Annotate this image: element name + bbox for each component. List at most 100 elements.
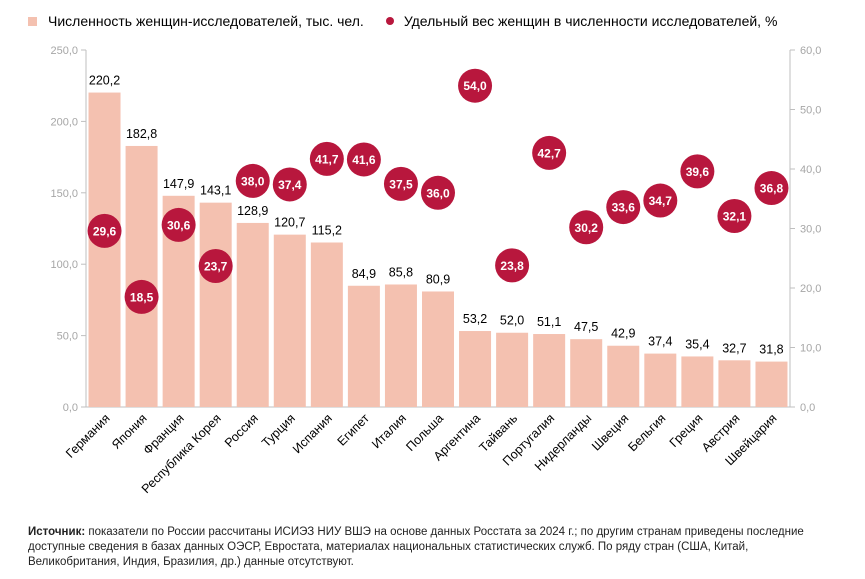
legend: Численность женщин-исследователей, тыс. … — [28, 13, 799, 29]
bar-value-label: 37,4 — [648, 335, 672, 349]
source-text: показатели по России рассчитаны ИСИЭЗ НИ… — [28, 526, 804, 568]
x-category-label: Германия — [63, 411, 113, 461]
y-left-tick-label: 0,0 — [63, 402, 78, 414]
bar — [755, 361, 788, 407]
y-right-tick-label: 40,0 — [800, 164, 821, 176]
percent-dot-label: 23,7 — [204, 259, 228, 273]
percent-dot-label: 30,6 — [167, 218, 191, 232]
percent-dot-label: 37,5 — [389, 177, 413, 191]
percent-dot — [272, 167, 307, 202]
percent-dot — [87, 213, 122, 248]
x-category-label: Испания — [290, 411, 335, 456]
y-left-tick-label: 150,0 — [50, 188, 78, 200]
percent-dot-label: 42,7 — [537, 146, 561, 160]
percent-dot-label: 32,1 — [723, 210, 747, 224]
bar — [496, 332, 529, 407]
y-right-tick-label: 50,0 — [800, 105, 821, 117]
bar-value-label: 147,9 — [163, 177, 194, 191]
bar-value-label: 80,9 — [426, 272, 450, 286]
percent-dot — [643, 183, 678, 218]
legend-item-bars: Численность женщин-исследователей, тыс. … — [28, 13, 364, 29]
y-right-tick-label: 60,0 — [800, 45, 821, 57]
bar-value-label: 84,9 — [352, 267, 376, 281]
combo-chart: 0,0 50,0 100,0 150,0 200,0 250,0 0,0 10,0 20,0 30… — [50, 45, 821, 496]
percent-dot-label: 36,0 — [426, 186, 450, 200]
y-right-tick-label: 30,0 — [800, 224, 821, 236]
percent-dot-label: 39,6 — [686, 165, 710, 179]
bar — [681, 356, 714, 407]
percent-dot — [458, 68, 493, 103]
percent-dot — [346, 142, 381, 177]
bar — [644, 353, 677, 407]
bar — [310, 242, 343, 407]
bar-value-label: 120,7 — [274, 216, 305, 230]
percent-dot — [235, 163, 270, 198]
bar — [199, 202, 232, 407]
x-category-label: Россия — [222, 411, 261, 450]
bar-value-label: 220,2 — [89, 74, 120, 88]
y-right-tick-label: 0,0 — [800, 402, 815, 414]
percent-dot-label: 18,5 — [130, 290, 154, 304]
bar — [347, 285, 380, 407]
percent-dot — [161, 207, 196, 242]
legend-bar-swatch — [28, 16, 37, 26]
bar-value-label: 115,2 — [312, 223, 342, 237]
percent-dot — [124, 279, 159, 314]
percent-dot — [309, 141, 344, 176]
percent-dot — [383, 166, 418, 201]
bar — [273, 234, 306, 407]
bar-value-label: 128,9 — [237, 204, 268, 218]
bar — [88, 92, 121, 408]
bar-value-label: 52,0 — [500, 314, 524, 328]
percent-dot — [569, 210, 604, 245]
bar — [570, 339, 603, 407]
y-left-tick-label: 200,0 — [50, 116, 78, 128]
bar — [236, 222, 269, 407]
percent-dot — [532, 135, 567, 170]
percent-dot — [606, 190, 641, 225]
bar — [459, 331, 492, 407]
percent-dot — [198, 248, 233, 283]
percent-dot-label: 41,6 — [352, 153, 376, 167]
x-category-label: Италия — [369, 411, 409, 451]
bar — [422, 291, 454, 407]
y-right-tick-label: 20,0 — [800, 283, 821, 295]
x-category-label: Египет — [335, 411, 373, 449]
bar — [384, 284, 417, 407]
bar-value-label: 31,8 — [759, 343, 783, 357]
bar — [607, 345, 640, 407]
legend-dot-label: Удельный вес женщин в численности исслед… — [403, 13, 778, 29]
bar-value-label: 47,5 — [574, 320, 598, 334]
bar-value-label: 42,9 — [611, 327, 635, 341]
bar-value-label: 51,1 — [537, 315, 561, 329]
x-category-label: Швеция — [589, 411, 631, 453]
percent-dot — [717, 199, 752, 234]
y-right-tick-label: 10,0 — [800, 343, 821, 355]
y-left-tick-label: 50,0 — [57, 331, 78, 343]
percent-dot — [680, 154, 715, 189]
percent-dot-label: 41,7 — [315, 152, 339, 166]
percent-dot-label: 37,4 — [278, 178, 302, 192]
x-category-label: Бельгия — [625, 411, 668, 454]
source-note: Источник: показатели по России рассчитан… — [28, 525, 838, 570]
bar — [533, 334, 566, 407]
bar-value-label: 182,8 — [126, 127, 157, 141]
percent-dot — [754, 171, 789, 206]
legend-dot-swatch — [385, 17, 394, 25]
bar-value-label: 35,4 — [685, 337, 709, 351]
y-left-tick-label: 100,0 — [50, 259, 78, 271]
legend-item-dots: Удельный вес женщин в численности исслед… — [385, 13, 778, 29]
percent-dot — [421, 175, 455, 210]
percent-dot-label: 30,2 — [575, 221, 599, 235]
source-label: Источник: — [28, 526, 86, 538]
percent-dot-label: 34,7 — [649, 194, 673, 208]
percent-dot-label: 38,0 — [241, 174, 265, 188]
bar-value-label: 32,7 — [722, 341, 746, 355]
y-left-tick-label: 250,0 — [50, 45, 78, 57]
percent-dot-label: 23,8 — [500, 259, 524, 273]
bar-value-label: 85,8 — [389, 265, 413, 279]
bar-value-label: 143,1 — [200, 184, 231, 198]
percent-dot-label: 33,6 — [612, 201, 636, 215]
percent-dot-label: 29,6 — [93, 224, 117, 238]
